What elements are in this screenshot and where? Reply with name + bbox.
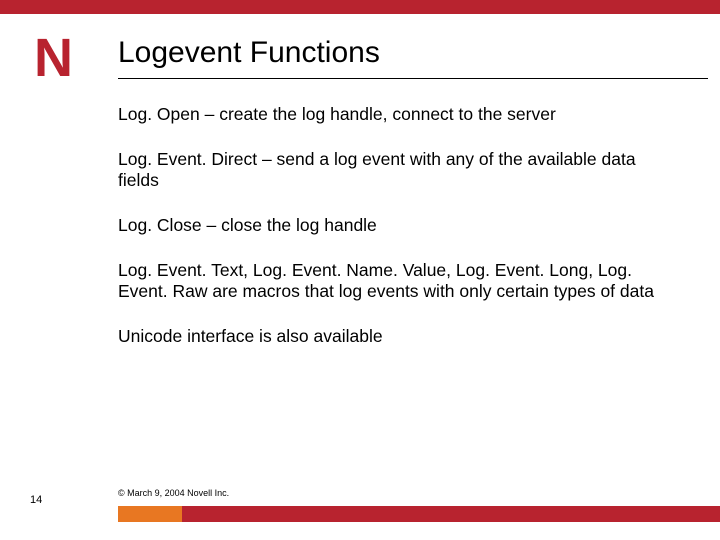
body-paragraph: Log. Open – create the log handle, conne… bbox=[118, 104, 678, 125]
copyright-text: © March 9, 2004 Novell Inc. bbox=[118, 488, 229, 498]
body-paragraph: Log. Event. Direct – send a log event wi… bbox=[118, 149, 678, 191]
footer-accent-bar bbox=[118, 506, 720, 522]
body-paragraph: Log. Close – close the log handle bbox=[118, 215, 678, 236]
slide-body: Log. Open – create the log handle, conne… bbox=[118, 104, 678, 371]
title-underline bbox=[118, 78, 708, 79]
top-accent-bar bbox=[0, 0, 720, 14]
page-number: 14 bbox=[30, 494, 42, 506]
footer-bar-red bbox=[182, 506, 720, 522]
slide: N Logevent Functions Log. Open – create … bbox=[0, 0, 720, 540]
body-paragraph: Log. Event. Text, Log. Event. Name. Valu… bbox=[118, 260, 678, 302]
footer-bar-orange bbox=[118, 506, 182, 522]
novell-logo: N bbox=[34, 32, 86, 84]
body-paragraph: Unicode interface is also available bbox=[118, 326, 678, 347]
slide-title: Logevent Functions bbox=[118, 36, 380, 70]
logo-letter: N bbox=[34, 28, 71, 88]
